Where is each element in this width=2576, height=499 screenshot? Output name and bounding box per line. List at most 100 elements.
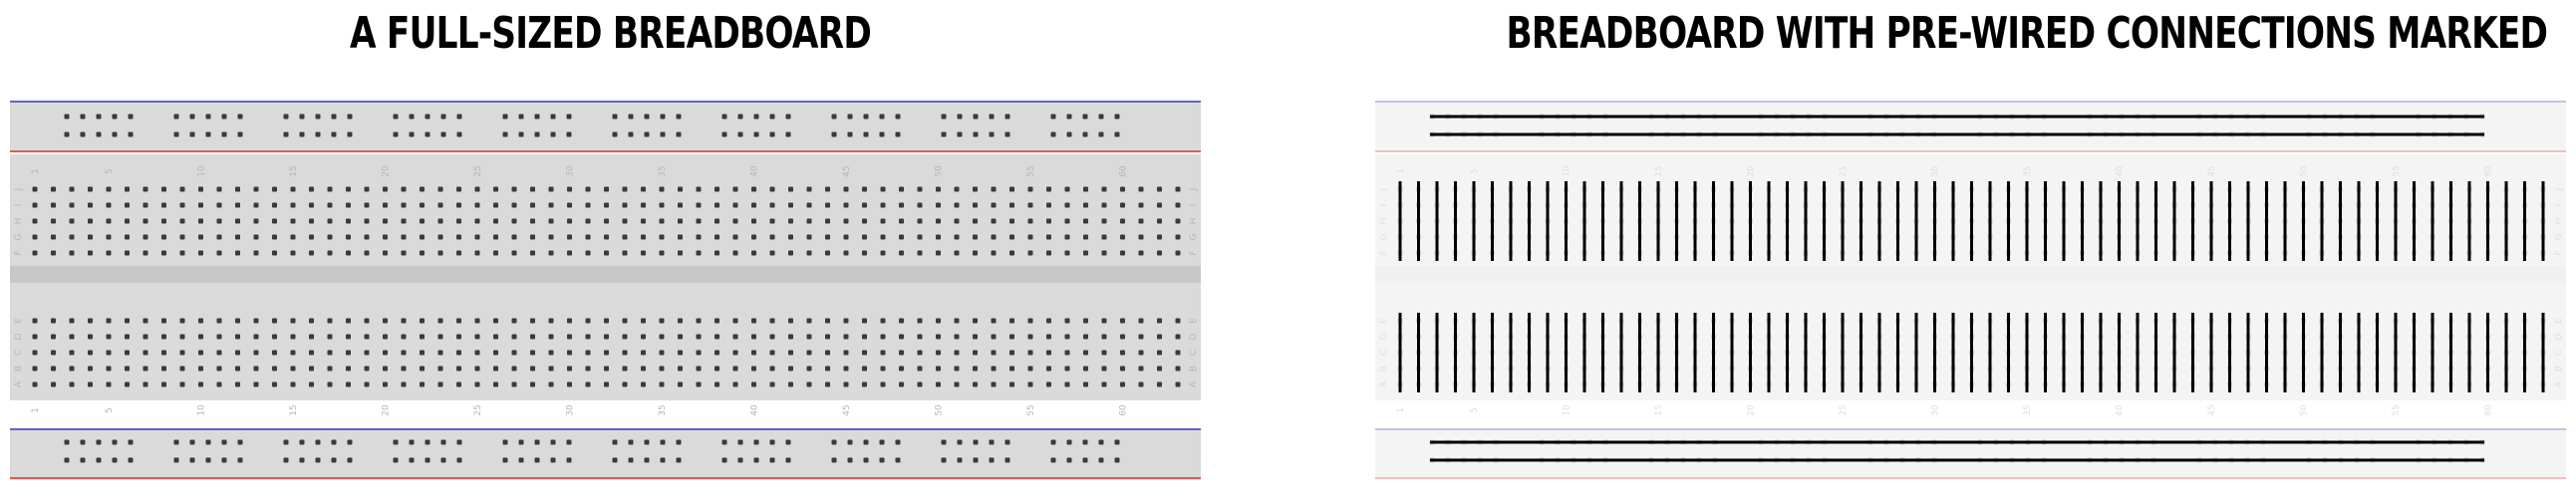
rail-hole xyxy=(1050,131,1056,137)
hole xyxy=(1101,218,1107,224)
hole xyxy=(1138,234,1144,240)
hole xyxy=(1101,350,1107,356)
hole xyxy=(954,366,960,372)
hole xyxy=(32,366,38,372)
hole xyxy=(1046,202,1051,208)
hole xyxy=(309,366,314,372)
rail-hole xyxy=(347,114,353,120)
hole xyxy=(954,234,960,240)
hole xyxy=(862,234,867,240)
hole xyxy=(641,350,646,356)
hole xyxy=(161,186,166,192)
hole xyxy=(161,218,166,224)
hole xyxy=(88,366,93,372)
rail-hole xyxy=(753,439,759,445)
hole xyxy=(825,350,830,356)
hole xyxy=(732,234,738,240)
hole xyxy=(32,318,38,324)
hole xyxy=(511,250,517,256)
hole xyxy=(899,318,904,324)
hole xyxy=(806,234,812,240)
rail-hole xyxy=(566,439,572,445)
hole xyxy=(732,218,738,224)
hole xyxy=(346,366,351,372)
hole xyxy=(843,350,849,356)
rail-hole xyxy=(660,114,666,120)
rail-hole xyxy=(96,131,102,137)
hole xyxy=(696,218,702,224)
rail-hole xyxy=(112,457,118,463)
hole xyxy=(198,350,203,356)
rail-hole xyxy=(1066,114,1072,120)
hole xyxy=(1101,202,1107,208)
hole xyxy=(456,218,461,224)
column-label-bottom: 10 xyxy=(1563,404,1573,416)
rail-hole xyxy=(1114,457,1120,463)
rail-hole xyxy=(221,131,227,137)
hole xyxy=(143,234,148,240)
hole xyxy=(715,350,719,356)
hole xyxy=(1157,186,1162,192)
hole xyxy=(1046,218,1051,224)
hole xyxy=(456,350,461,356)
hole xyxy=(179,318,185,324)
hole xyxy=(825,202,830,208)
hole xyxy=(272,334,277,340)
hole xyxy=(216,202,222,208)
hole xyxy=(198,234,203,240)
hole xyxy=(346,234,351,240)
hole xyxy=(530,318,535,324)
hole xyxy=(548,381,554,387)
column-label-bottom: 45 xyxy=(842,404,852,415)
hole xyxy=(309,318,314,324)
rail-hole xyxy=(456,114,462,120)
hole xyxy=(917,234,923,240)
hole xyxy=(1157,202,1162,208)
row-letter-label: A xyxy=(1379,380,1389,387)
hole xyxy=(825,234,830,240)
row-letter-label: J xyxy=(1379,188,1389,192)
hole xyxy=(991,350,997,356)
hole xyxy=(420,334,425,340)
rail-hole xyxy=(660,131,666,137)
hole xyxy=(567,186,572,192)
hole xyxy=(1120,366,1125,372)
hole xyxy=(604,202,609,208)
hole xyxy=(474,186,480,192)
hole xyxy=(991,202,997,208)
hole xyxy=(788,234,793,240)
hole xyxy=(862,202,867,208)
hole xyxy=(161,318,166,324)
hole xyxy=(880,366,886,372)
bottom-terminal-strip xyxy=(10,283,1201,400)
rail-hole xyxy=(676,114,682,120)
rail-hole xyxy=(173,131,179,137)
hole xyxy=(106,334,112,340)
hole xyxy=(346,250,351,256)
hole xyxy=(143,350,148,356)
column-label-bottom: 20 xyxy=(382,404,392,416)
hole xyxy=(696,381,702,387)
hole xyxy=(327,234,333,240)
rail-hole xyxy=(331,114,337,120)
hole xyxy=(936,381,941,387)
hole xyxy=(715,234,719,240)
hole xyxy=(1064,366,1070,372)
hole xyxy=(290,334,296,340)
hole xyxy=(1046,250,1051,256)
hole xyxy=(290,250,296,256)
hole xyxy=(678,350,683,356)
hole xyxy=(272,318,277,324)
hole xyxy=(659,366,665,372)
rail-hole xyxy=(550,131,556,137)
hole xyxy=(1138,334,1144,340)
hole xyxy=(1157,381,1162,387)
hole xyxy=(678,218,683,224)
hole xyxy=(732,366,738,372)
hole xyxy=(179,218,185,224)
hole xyxy=(1157,250,1162,256)
hole xyxy=(401,202,407,208)
hole xyxy=(401,318,407,324)
rail-hole xyxy=(440,131,446,137)
hole xyxy=(1101,234,1107,240)
